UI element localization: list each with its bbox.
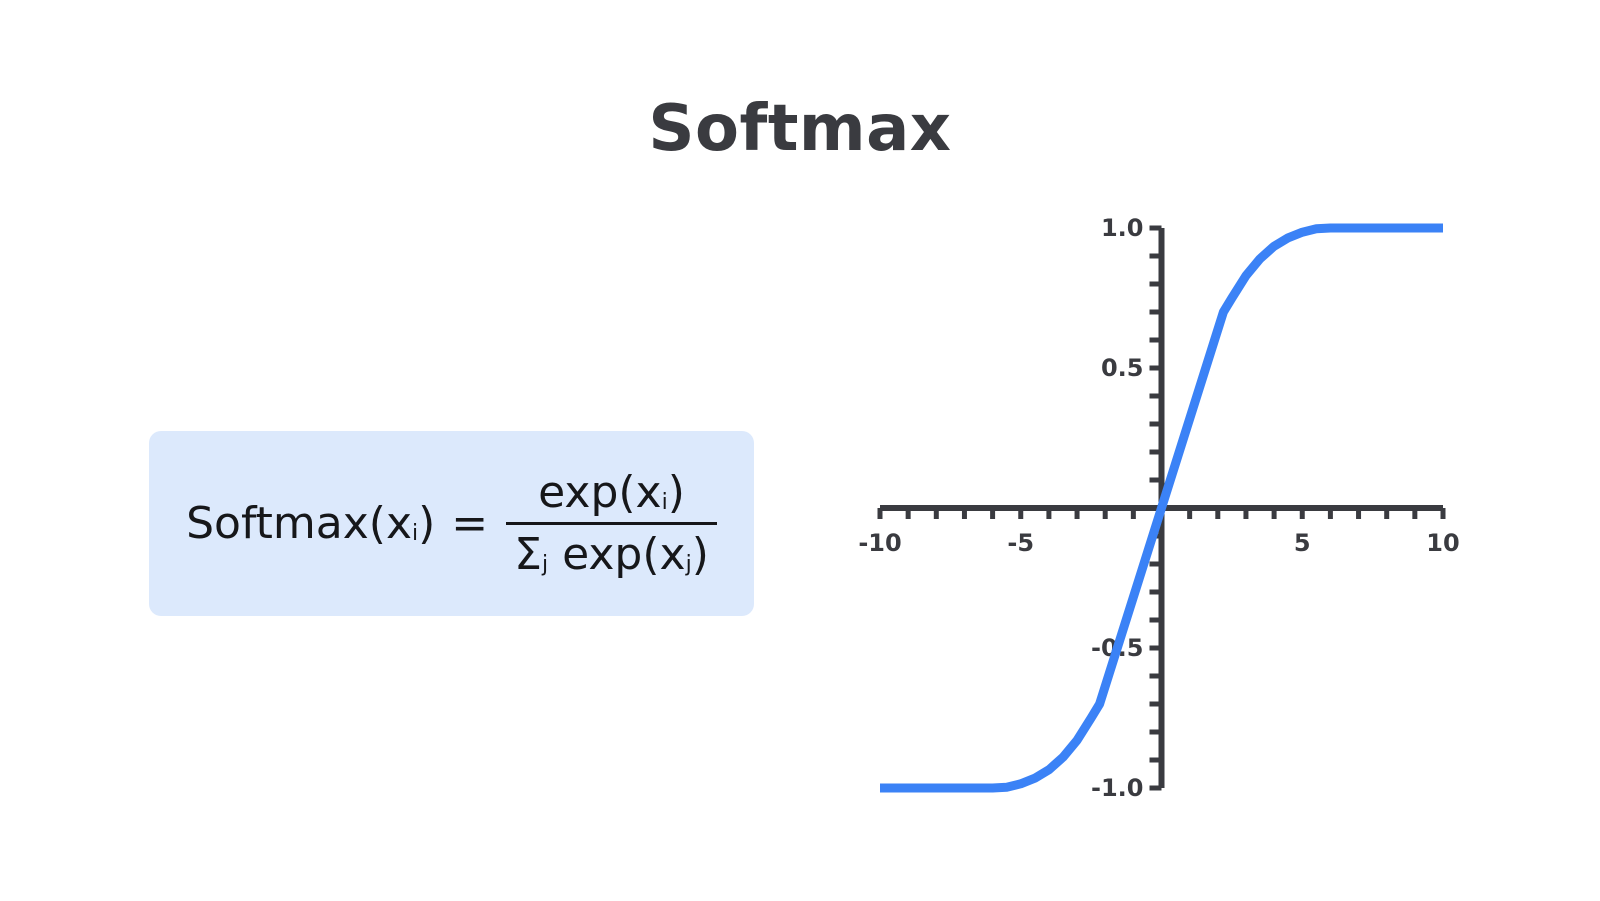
y-tick-label: 1.0: [1101, 214, 1144, 242]
numerator-main: exp(x: [538, 467, 662, 518]
formula-lhs-close: ): [418, 498, 436, 549]
denominator-close: ): [691, 529, 709, 580]
x-tick-label: -5: [1007, 529, 1034, 557]
denominator-subscript: j: [685, 552, 692, 577]
x-tick-label: 5: [1294, 529, 1311, 557]
formula-fraction: exp(xi) Σj exp(xj): [506, 467, 717, 580]
numerator-subscript: i: [661, 490, 668, 515]
formula-lhs: Softmax(xi): [186, 498, 435, 549]
softmax-formula: Softmax(xi) = exp(xi) Σj exp(xj): [149, 431, 754, 616]
x-tick-label: -10: [858, 529, 901, 557]
numerator-close: ): [667, 467, 685, 518]
formula-lhs-name: Softmax(x: [186, 498, 412, 549]
formula-denominator: Σj exp(xj): [506, 522, 717, 580]
denominator-sigma: Σ: [514, 529, 542, 580]
denominator-main: exp(x: [548, 529, 686, 580]
formula-lhs-subscript: i: [412, 521, 419, 546]
y-tick-label: -1.0: [1091, 774, 1143, 802]
formula-box: Softmax(xi) = exp(xi) Σj exp(xj): [149, 431, 754, 616]
series-line: [880, 223, 1443, 793]
x-tick-label: 10: [1426, 529, 1459, 557]
page-title: Softmax: [648, 92, 952, 166]
y-tick-label: 0.5: [1101, 354, 1144, 382]
formula-equals: =: [451, 498, 489, 549]
formula-numerator: exp(xi): [530, 467, 693, 522]
denominator-sigma-subscript: j: [541, 552, 549, 577]
